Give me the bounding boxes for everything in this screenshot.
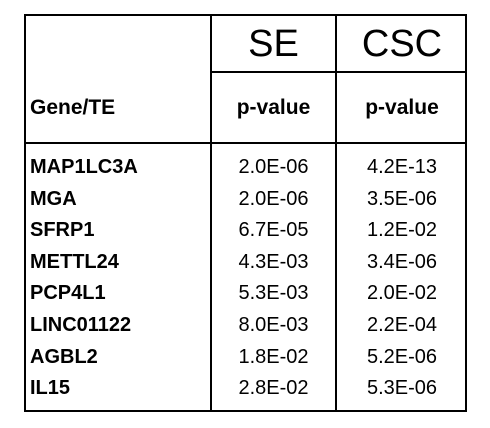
- gene-cell: AGBL2: [30, 345, 98, 368]
- se-pvalue-cell: 4.3E-03: [238, 250, 309, 273]
- csc-pvalue-cell: 4.2E-13: [366, 156, 438, 178]
- se-pvalue-cell: 5.3E-03: [238, 282, 309, 305]
- group-header-csc: CSC: [361, 22, 443, 65]
- gene-cell: METTL24: [30, 250, 119, 273]
- se-pvalue-cell: 6.7E-05: [238, 219, 309, 242]
- column-header-gene: Gene/TE: [30, 96, 116, 119]
- csc-pvalue-cell: 3.4E-06: [366, 250, 438, 273]
- csc-pvalue-cell: 2.2E-04: [366, 313, 438, 336]
- se-pvalue-cell: 2.0E-06: [238, 187, 309, 210]
- pvalue-table: SE CSC Gene/TE p-value p-value MAP1LC3A …: [24, 14, 467, 412]
- gene-cell: IL15: [30, 377, 71, 400]
- csc-pvalue-cell: 2.0E-02: [366, 282, 438, 305]
- se-pvalue-cell: 8.0E-03: [238, 313, 309, 336]
- column-header-se-pvalue: p-value: [236, 96, 311, 119]
- column-divider-se-csc: [335, 16, 337, 410]
- table-body: MAP1LC3A 2.0E-06 4.2E-13 MGA 2.0E-06 3.5…: [26, 152, 465, 405]
- gene-cell: LINC01122: [30, 313, 132, 336]
- header-group-divider: [210, 71, 465, 73]
- gene-cell: MGA: [30, 187, 77, 210]
- column-header-csc-pvalue: p-value: [365, 96, 439, 119]
- se-pvalue-cell: 1.8E-02: [238, 345, 309, 368]
- table-row: METTL24 4.3E-03 3.4E-06: [26, 247, 465, 279]
- csc-pvalue-cell: 5.3E-06: [366, 377, 438, 400]
- gene-cell: SFRP1: [30, 219, 95, 242]
- table-row: LINC01122 8.0E-03 2.2E-04: [26, 310, 465, 342]
- csc-pvalue-cell: 3.5E-06: [366, 187, 438, 210]
- table-row: AGBL2 1.8E-02 5.2E-06: [26, 342, 465, 374]
- gene-cell: MAP1LC3A: [30, 156, 138, 178]
- table-row: SFRP1 6.7E-05 1.2E-02: [26, 215, 465, 247]
- table-row: MGA 2.0E-06 3.5E-06: [26, 184, 465, 216]
- group-header-se: SE: [248, 22, 299, 65]
- column-divider-gene-se: [210, 16, 212, 410]
- table-row: IL15 2.8E-02 5.3E-06: [26, 373, 465, 405]
- csc-pvalue-cell: 1.2E-02: [366, 219, 438, 242]
- header-body-divider: [26, 142, 465, 144]
- se-pvalue-cell: 2.0E-06: [238, 156, 309, 178]
- csc-pvalue-cell: 5.2E-06: [366, 345, 438, 368]
- se-pvalue-cell: 2.8E-02: [238, 377, 309, 400]
- table-row: PCP4L1 5.3E-03 2.0E-02: [26, 278, 465, 310]
- table-row: MAP1LC3A 2.0E-06 4.2E-13: [26, 152, 465, 184]
- gene-cell: PCP4L1: [30, 282, 106, 305]
